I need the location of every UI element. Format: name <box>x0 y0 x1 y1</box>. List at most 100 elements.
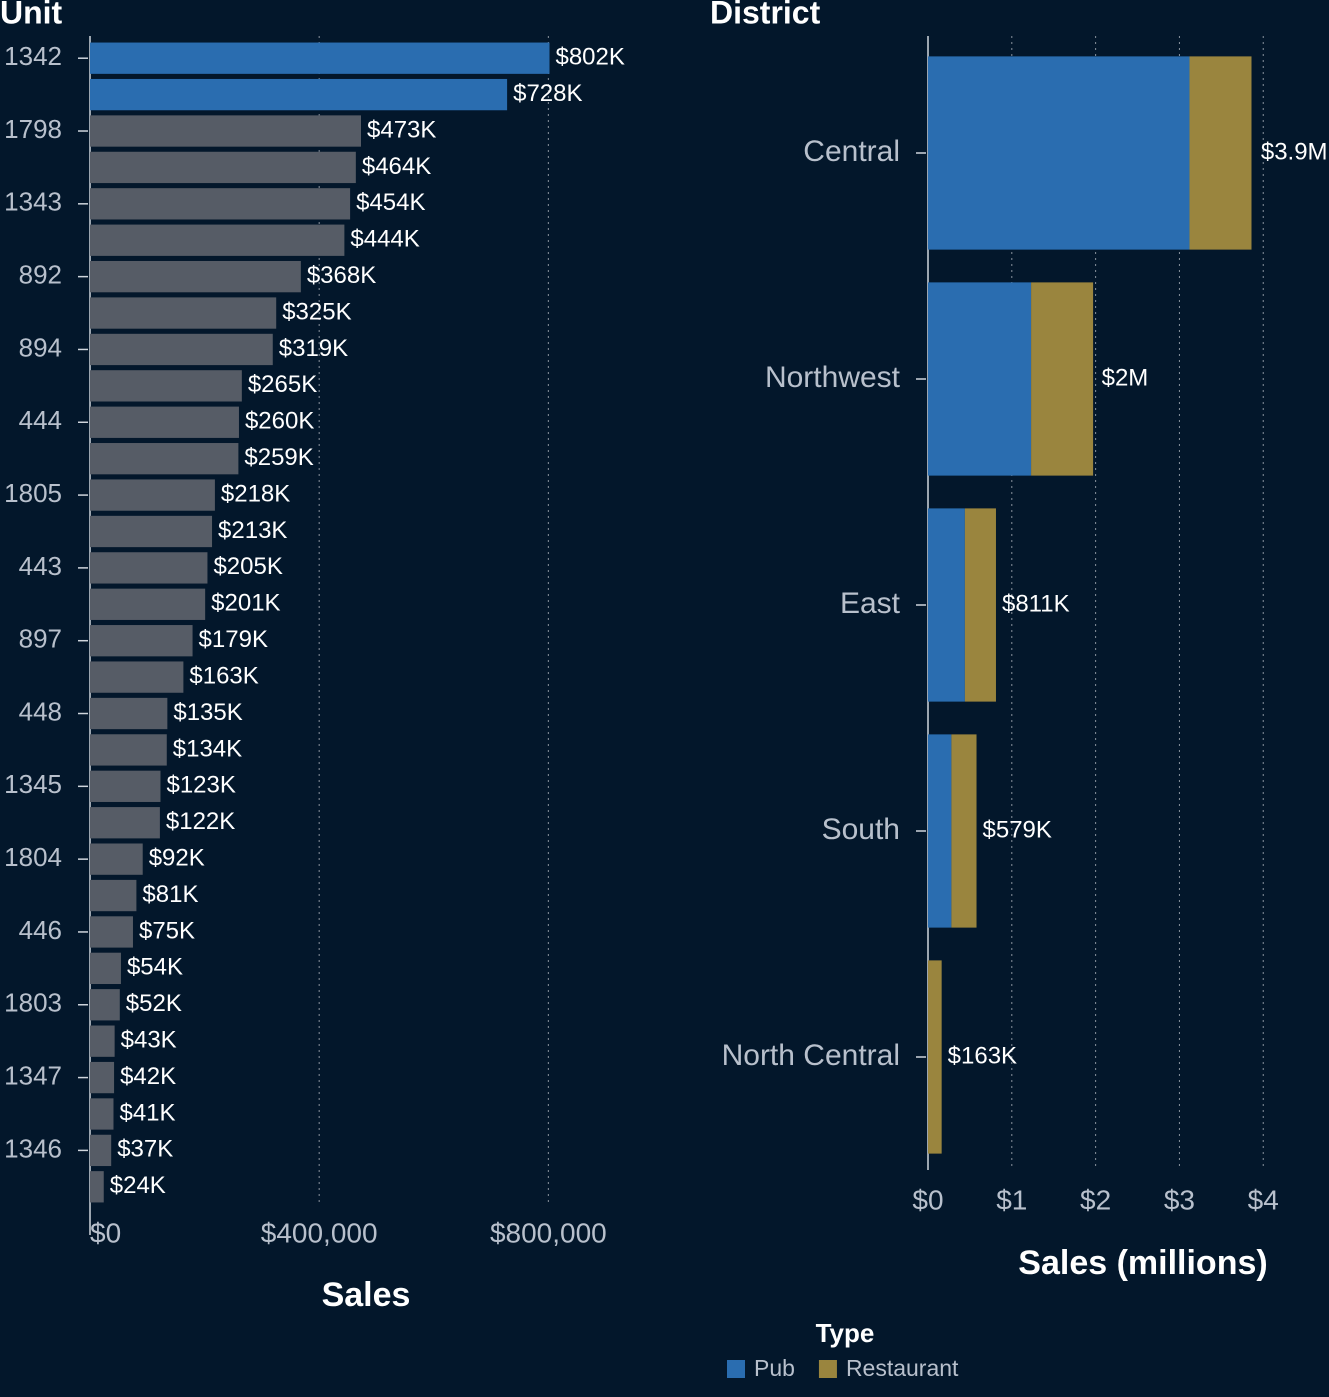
value-label: $802K <box>555 44 624 71</box>
bar <box>90 807 160 839</box>
total-label: $811K <box>1002 590 1070 617</box>
y-tick-label: 1345 <box>4 769 62 799</box>
y-tick-label: Northwest <box>765 361 901 394</box>
value-label: $464K <box>362 153 431 180</box>
bar <box>90 952 121 985</box>
y-tick-label: 444 <box>19 405 62 435</box>
y-tick-label: 448 <box>19 696 62 726</box>
bar-segment <box>928 56 1190 250</box>
bar <box>90 479 215 511</box>
y-axis-title: District <box>710 0 821 30</box>
x-tick-label: $0 <box>90 1217 121 1248</box>
total-label: $3.9M <box>1261 138 1328 165</box>
value-label: $52K <box>126 990 182 1017</box>
x-axis-title: Sales (millions) <box>1018 1244 1267 1282</box>
total-label: $579K <box>983 816 1052 843</box>
bar <box>90 1025 115 1057</box>
value-label: $163K <box>189 662 258 689</box>
value-label: $260K <box>245 408 314 435</box>
bar <box>90 661 184 693</box>
bar <box>90 916 133 948</box>
x-tick-label: $400,000 <box>261 1217 378 1248</box>
value-label: $213K <box>218 517 287 544</box>
y-tick-label: 894 <box>19 332 62 362</box>
bar <box>90 1061 115 1094</box>
legend-label: Restaurant <box>846 1355 959 1381</box>
x-axis-title: Sales <box>322 1276 411 1314</box>
y-axis-title: Unit <box>0 0 63 30</box>
value-label: $92K <box>149 844 205 871</box>
x-tick-label: $2 <box>1080 1184 1111 1215</box>
value-label: $179K <box>199 626 268 653</box>
bar-segment <box>928 282 1032 476</box>
x-tick-label: $800,000 <box>490 1217 607 1248</box>
bar-segment <box>928 960 942 1154</box>
value-label: $54K <box>127 954 183 981</box>
bar <box>90 406 239 438</box>
bar <box>90 552 208 584</box>
bar <box>90 879 137 912</box>
value-label: $368K <box>307 262 376 289</box>
y-tick-label: 1346 <box>4 1133 62 1163</box>
bar <box>90 151 356 184</box>
bar-segment <box>928 508 965 702</box>
bar <box>90 42 550 74</box>
bar <box>90 1134 112 1167</box>
y-tick-label: 1803 <box>4 988 62 1018</box>
bar <box>90 78 508 111</box>
bar <box>90 1098 114 1130</box>
bar <box>90 260 301 293</box>
legend-title: Type <box>816 1318 875 1348</box>
value-label: $123K <box>166 772 235 799</box>
value-label: $325K <box>282 298 351 325</box>
y-tick-label: 446 <box>19 915 62 945</box>
value-label: $259K <box>244 444 313 471</box>
y-tick-label: 1798 <box>4 114 62 144</box>
x-tick-label: $1 <box>996 1184 1027 1215</box>
value-label: $75K <box>139 917 195 944</box>
total-label: $163K <box>948 1042 1017 1069</box>
bar-segment <box>964 508 996 702</box>
total-label: $2M <box>1102 364 1149 391</box>
bar <box>90 588 206 620</box>
bar <box>90 188 351 220</box>
bar <box>90 843 143 875</box>
legend-swatch <box>727 1360 745 1378</box>
value-label: $473K <box>367 116 436 143</box>
bar <box>90 443 239 475</box>
y-tick-label: 1343 <box>4 187 62 217</box>
y-tick-label: 1342 <box>4 41 62 71</box>
x-tick-label: $4 <box>1248 1184 1279 1215</box>
bar-segment <box>928 734 952 928</box>
value-label: $319K <box>279 335 348 362</box>
value-label: $205K <box>213 553 282 580</box>
y-tick-label: 1805 <box>4 478 62 508</box>
value-label: $122K <box>166 808 235 835</box>
bar <box>90 1171 104 1203</box>
y-tick-label: Central <box>803 135 900 168</box>
value-label: $43K <box>121 1027 177 1054</box>
bar-segment <box>1189 56 1252 250</box>
bar <box>90 333 273 366</box>
bar <box>90 989 120 1021</box>
bar <box>90 115 362 147</box>
legend-label: Pub <box>754 1355 795 1381</box>
x-tick-label: $0 <box>912 1184 943 1215</box>
bar <box>90 770 161 802</box>
value-label: $134K <box>173 735 242 762</box>
y-tick-label: North Central <box>722 1039 900 1072</box>
y-tick-label: 897 <box>19 624 62 654</box>
value-label: $135K <box>173 699 242 726</box>
legend-swatch <box>818 1360 837 1378</box>
bar <box>90 515 213 548</box>
value-label: $444K <box>350 226 419 253</box>
value-label: $218K <box>221 480 290 507</box>
bar <box>90 734 167 766</box>
y-tick-label: 892 <box>19 260 62 290</box>
value-label: $728K <box>513 80 582 107</box>
value-label: $24K <box>110 1172 166 1199</box>
value-label: $41K <box>119 1099 175 1126</box>
y-tick-label: South <box>822 813 900 846</box>
value-label: $81K <box>142 881 198 908</box>
